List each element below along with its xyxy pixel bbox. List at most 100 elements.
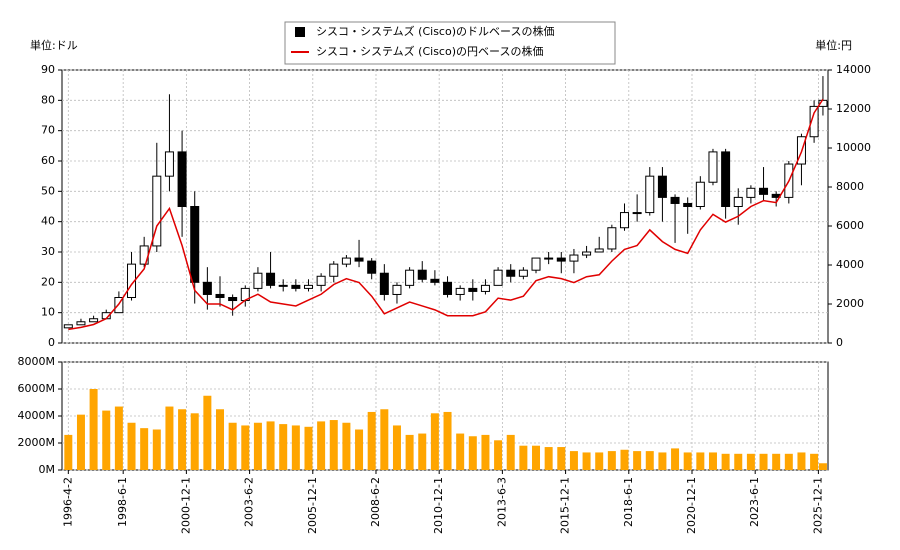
volume-bar (494, 440, 503, 470)
plot-area (61, 69, 829, 344)
y-tick-label: 0 (48, 336, 55, 349)
legend-label: シスコ・システムズ (Cisco)の円ベースの株価 (316, 44, 543, 58)
volume-bar (114, 406, 123, 470)
candle-body (468, 287, 478, 292)
candle-body (645, 175, 655, 214)
volume-bar (392, 425, 401, 470)
candle-body (708, 151, 718, 183)
candle-body (405, 269, 415, 286)
y-tick-label: 8000M (18, 355, 56, 368)
x-tick-label: 1996-4-2 (61, 477, 74, 527)
volume-bar (797, 452, 806, 470)
candle-body (367, 260, 377, 274)
candle-body (177, 151, 187, 207)
volume-bar (165, 406, 174, 470)
y2-tick-label: 6000 (836, 219, 864, 232)
y2-tick-label: 0 (836, 336, 843, 349)
x-tick-label: 2000-12-1 (179, 477, 192, 534)
y-tick-label: 40 (41, 215, 55, 228)
volume-bar (671, 448, 680, 470)
candle-body (746, 187, 756, 198)
volume-bar (178, 409, 187, 470)
volume-bar (658, 452, 667, 470)
x-tick-label: 2018-6-1 (622, 477, 635, 527)
volume-bar (759, 453, 768, 470)
y-tick-label: 50 (41, 184, 55, 197)
volume-bar (355, 429, 364, 470)
x-tick-label: 2025-12-1 (811, 477, 824, 534)
volume-bar (818, 463, 827, 470)
volume-bar (140, 428, 149, 470)
volume-bar (696, 452, 705, 470)
candle-body (759, 187, 769, 195)
x-tick-label: 2008-6-2 (369, 477, 382, 527)
volume-bar (418, 433, 427, 470)
x-tick-label: 2005-12-1 (306, 477, 319, 534)
x-tick-label: 2020-12-1 (685, 477, 698, 534)
volume-bar (519, 445, 528, 470)
y-tick-label: 90 (41, 63, 55, 76)
volume-bar (683, 452, 692, 470)
candle-body (379, 272, 389, 295)
candle-body (329, 263, 339, 277)
volume-bar (190, 413, 199, 470)
candle-body (316, 275, 326, 286)
volume-bar (329, 420, 338, 470)
candle-body (683, 202, 693, 207)
legend-swatch (295, 27, 305, 37)
volume-bar (203, 395, 212, 470)
volume-bar (367, 411, 376, 470)
candle-body (569, 254, 579, 262)
candle-body (506, 269, 516, 277)
volume-bar (342, 422, 351, 470)
volume-bar (64, 434, 73, 470)
candle-body (582, 251, 592, 256)
y-tick-label: 6000M (18, 382, 56, 395)
volume-bar (456, 433, 465, 470)
candle-body (228, 297, 238, 302)
volume-bar (430, 413, 439, 470)
volume-bar (810, 453, 819, 470)
candle-body (215, 293, 225, 299)
candle-body (354, 257, 364, 262)
legend-box (284, 21, 616, 65)
candle-body (493, 269, 503, 286)
volume-bar (582, 452, 591, 470)
volume-bar (633, 451, 642, 470)
candle-body (253, 272, 263, 289)
volume-bar (569, 451, 578, 470)
volume-bar (772, 453, 781, 470)
volume-bar (746, 453, 755, 470)
volume-bar (241, 425, 250, 470)
volume-bar (405, 434, 414, 470)
candle-body (695, 181, 705, 208)
candle-body (202, 281, 212, 295)
volume-bar (279, 424, 288, 470)
y2-tick-label: 14000 (836, 63, 871, 76)
x-tick-label: 1998-6-1 (116, 477, 129, 527)
x-tick-label: 2010-12-1 (432, 477, 445, 534)
y-tick-label: 80 (41, 93, 55, 106)
y-tick-label: 60 (41, 154, 55, 167)
candle-body (544, 257, 554, 260)
y2-tick-label: 10000 (836, 141, 871, 154)
volume-bar (506, 434, 515, 470)
legend-label: シスコ・システムズ (Cisco)のドルベースの株価 (316, 24, 554, 38)
price-line (68, 98, 824, 331)
volume-bar (76, 414, 85, 470)
candle-body (733, 196, 743, 207)
volume-bar (443, 411, 452, 470)
volume-bar (291, 425, 300, 470)
volume-bar (468, 436, 477, 470)
y-tick-label: 10 (41, 306, 55, 319)
candle-body (76, 321, 86, 326)
y2-tick-label: 12000 (836, 102, 871, 115)
volume-bar (380, 409, 389, 470)
volume-bar (620, 449, 629, 470)
candle-body (556, 257, 566, 262)
volume-bar (544, 447, 553, 470)
y-tick-label: 2000M (18, 436, 56, 449)
volume-bar (317, 421, 326, 470)
candle-body (303, 284, 313, 289)
